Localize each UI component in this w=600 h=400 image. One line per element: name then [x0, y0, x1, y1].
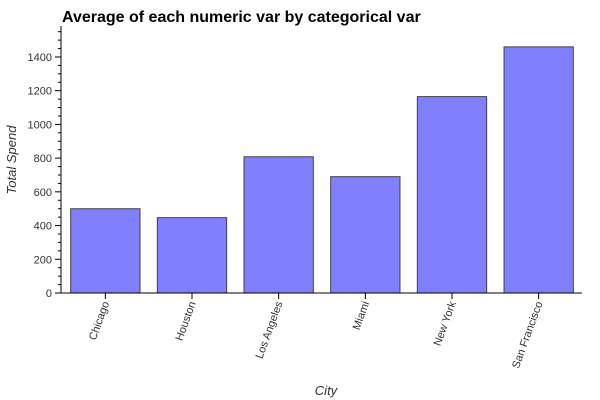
plot-area	[70, 46, 574, 294]
y-tick-label: 1200	[28, 86, 52, 98]
y-axis-label: Total Spend	[4, 125, 19, 195]
y-tick-label: 1400	[28, 52, 52, 64]
y-tick-label: 400	[34, 221, 52, 233]
y-tick-label: 1000	[28, 119, 52, 131]
x-tick-label: Miami	[351, 300, 372, 332]
chart-title: Average of each numeric var by categoric…	[62, 9, 421, 26]
bar-san-francisco	[503, 46, 574, 294]
y-tick-label: 0	[46, 288, 52, 300]
x-tick-label: San Francisco	[510, 300, 545, 370]
x-tick-label: Los Angeles	[254, 299, 286, 360]
x-tick-label: Houston	[174, 300, 199, 343]
bar-houston	[156, 217, 228, 294]
bar-new-york	[416, 96, 488, 294]
x-axis: Chicago Houston Los Angeles Miami New York Sa…	[61, 292, 582, 370]
y-axis: 0 200 400 600 800 1000 1200 1400	[28, 26, 62, 300]
y-tick-label: 600	[34, 187, 52, 199]
bar-chicago	[70, 208, 141, 294]
y-tick-label: 200	[34, 254, 52, 266]
bar-los-angeles	[243, 156, 314, 294]
x-axis-label: City	[315, 383, 339, 398]
x-tick-label: Chicago	[87, 300, 112, 342]
y-tick-label: 800	[34, 153, 52, 165]
x-tick-label: New York	[432, 299, 459, 347]
bar-miami	[330, 176, 401, 294]
